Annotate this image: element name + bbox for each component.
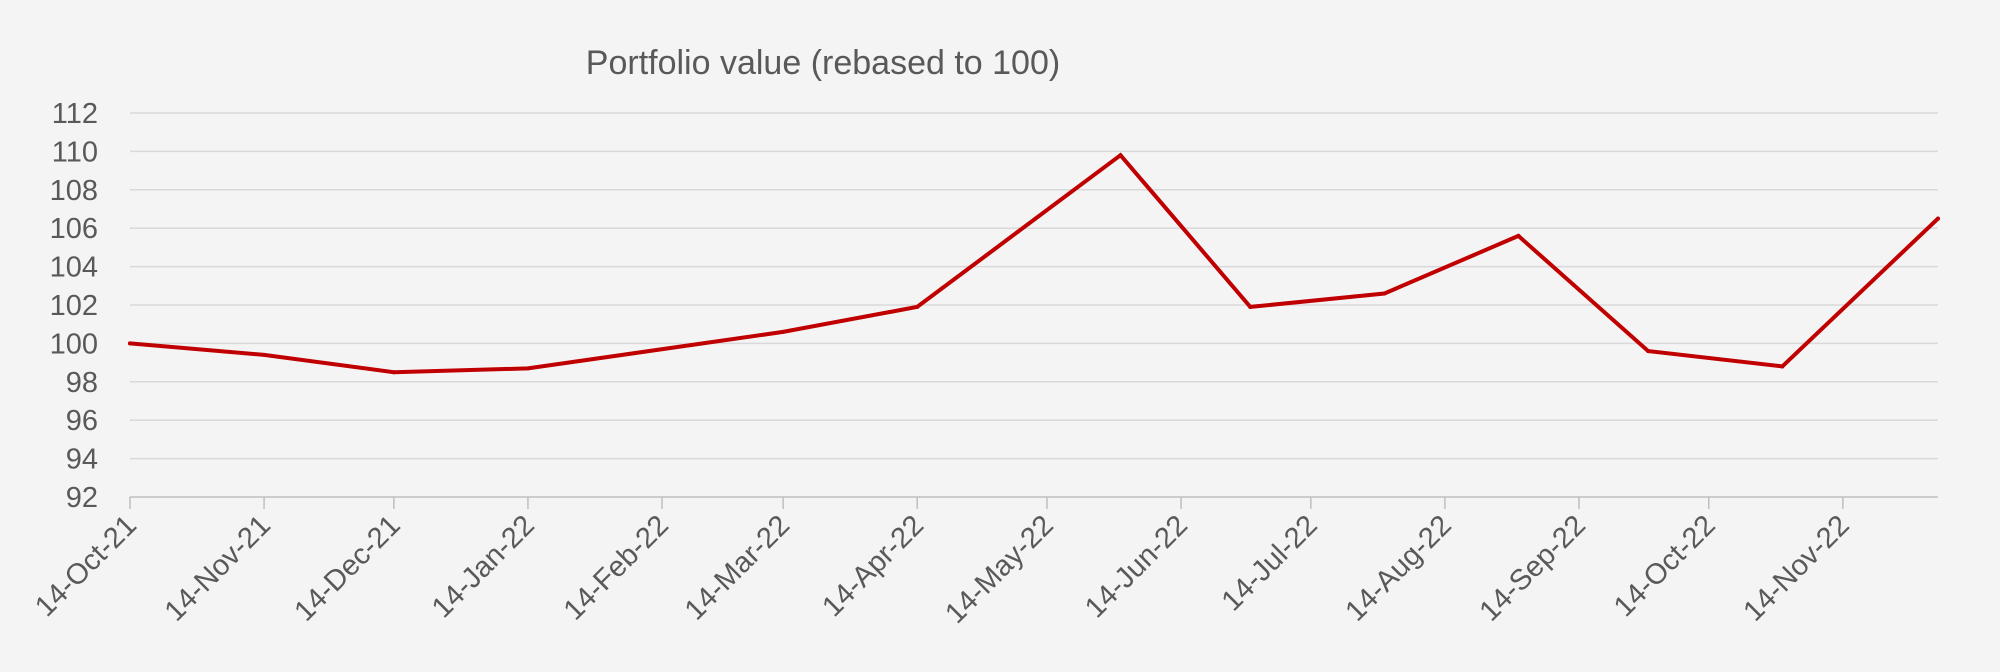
x-tick-label: 14-Mar-22 [679,509,796,626]
data-point [1118,153,1123,158]
x-tick-label: 14-Nov-21 [159,509,277,627]
y-tick-label: 108 [50,175,98,207]
y-tick-label: 104 [50,252,98,284]
data-point [525,366,530,371]
data-point [1646,349,1651,354]
data-point [1516,233,1521,238]
x-tick-label: 14-Sep-22 [1474,509,1592,627]
data-point [1936,216,1940,221]
y-tick-label: 96 [66,405,98,437]
x-tick-label: 14-Apr-22 [816,509,930,623]
y-tick-label: 94 [66,444,98,476]
data-point [128,341,132,346]
data-point [1382,291,1387,296]
data-point [1780,364,1785,369]
data-point [915,304,920,309]
data-point [781,329,786,334]
y-tick-label: 112 [52,98,98,130]
x-tick-label: 14-Jul-22 [1216,509,1324,617]
y-tick-label: 110 [52,136,98,168]
y-tick-label: 106 [50,213,98,245]
x-tick-label: 14-Jun-22 [1079,509,1194,624]
y-tick-label: 100 [50,328,98,360]
x-tick-label: 14-May-22 [939,509,1060,630]
series-line [128,152,1940,375]
y-tick-label: 92 [66,482,98,514]
x-tick-label: 14-Aug-22 [1339,509,1457,627]
x-tick-label: 14-Jan-22 [426,509,541,624]
x-tick-label: 14-Oct-22 [1608,509,1722,623]
chart-title: Portfolio value (rebased to 100) [586,44,1060,82]
x-tick-label: 14-Oct-21 [29,509,143,623]
y-tick-label: 98 [66,367,98,399]
x-tick-label: 14-Dec-21 [288,509,406,627]
x-tick-label: 14-Feb-22 [558,509,675,626]
data-point [1248,304,1253,309]
data-point [262,352,267,357]
data-point [391,370,396,375]
x-tick-label: 14-Nov-22 [1737,509,1855,627]
y-tick-label: 102 [50,290,98,322]
